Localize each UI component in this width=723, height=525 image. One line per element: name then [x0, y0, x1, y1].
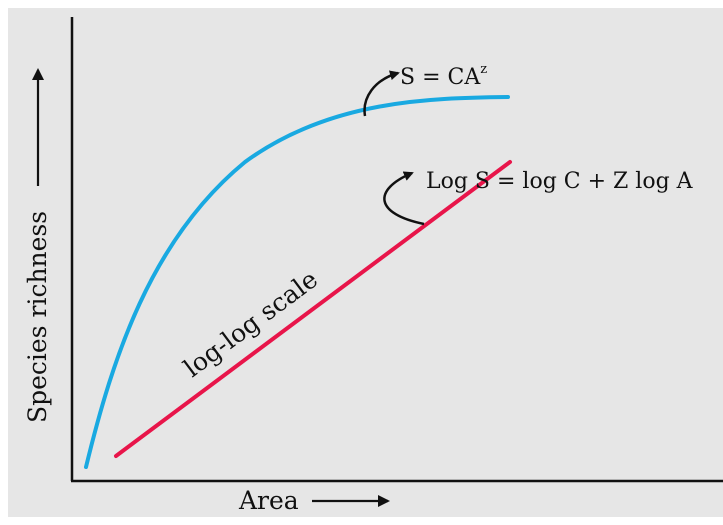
curve-equation-label: S = CAz	[400, 62, 487, 90]
x-axis-label: Area	[238, 486, 299, 515]
plot-background	[8, 8, 723, 517]
line-equation-label: Log S = log C + Z log A	[426, 169, 694, 194]
curve-callout-arrow	[363, 70, 400, 117]
series-curve-line	[84, 95, 510, 469]
y-axis-label: Species richness	[23, 211, 52, 423]
line-callout-arrow	[383, 171, 425, 226]
curve-equation-exponent: z	[480, 62, 487, 77]
series-straight-line	[114, 160, 512, 458]
